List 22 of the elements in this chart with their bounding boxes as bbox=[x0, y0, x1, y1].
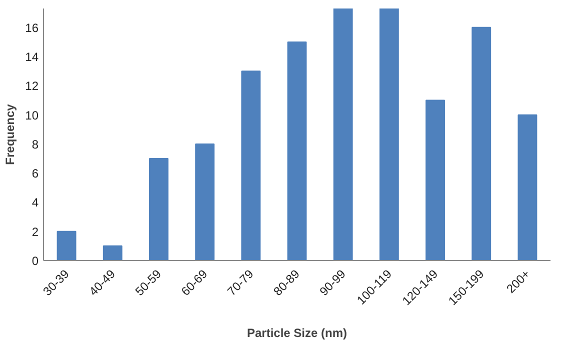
bar bbox=[149, 158, 168, 260]
y-tick-label: 6 bbox=[32, 166, 39, 181]
bar bbox=[333, 8, 353, 260]
bar bbox=[241, 70, 261, 260]
bar bbox=[195, 143, 215, 260]
bar bbox=[379, 8, 399, 260]
y-tick-label: 4 bbox=[32, 196, 39, 210]
bar bbox=[472, 26, 492, 260]
y-tick-label: 12 bbox=[25, 79, 39, 94]
y-tick-label: 8 bbox=[32, 137, 39, 152]
y-tick-label: 0 bbox=[32, 254, 39, 268]
bar bbox=[426, 100, 445, 260]
bar bbox=[518, 114, 538, 260]
bar bbox=[102, 245, 122, 260]
bar bbox=[287, 42, 307, 260]
y-tick-label: 2 bbox=[32, 224, 39, 239]
bar bbox=[56, 230, 76, 260]
y-tick-label: 14 bbox=[25, 50, 39, 64]
x-axis-title: Particle Size (nm) bbox=[246, 326, 348, 340]
y-tick-label: 16 bbox=[25, 20, 39, 35]
y-axis-title: Frequency bbox=[3, 104, 18, 165]
y-tick-label: 10 bbox=[25, 108, 39, 122]
